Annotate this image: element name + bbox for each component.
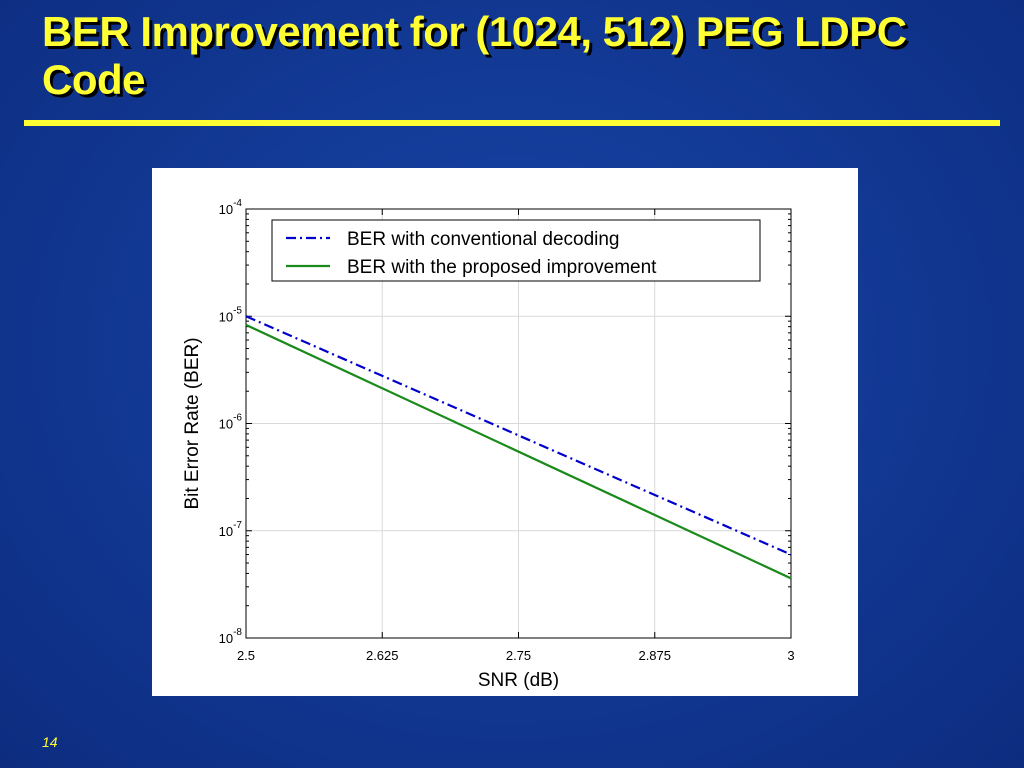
ber-chart: 2.5 2.625 2.75 2.875 3 10-4 10-5 10-6 10-7 10-8 SN… — [182, 198, 795, 691]
y-tick-label: 10-4 — [219, 198, 243, 217]
y-tick-label: 10-6 — [219, 413, 243, 432]
chart-panel: 2.5 2.625 2.75 2.875 3 10-4 10-5 10-6 10-7 10-8 SN… — [152, 168, 858, 696]
x-axis-label: SNR (dB) — [478, 670, 559, 691]
y-tick-label: 10-7 — [219, 520, 243, 539]
y-tick-label: 10-5 — [219, 305, 243, 324]
legend-label-2: BER with the proposed improvement — [347, 257, 657, 278]
x-tick-label: 3 — [787, 648, 794, 663]
y-axis-label: Bit Error Rate (BER) — [182, 337, 203, 509]
slide-number: 14 — [42, 734, 58, 750]
series-line-1 — [245, 315, 792, 556]
x-tick-label: 2.75 — [506, 648, 531, 663]
x-tick-label: 2.875 — [638, 648, 671, 663]
series-line-2 — [245, 323, 792, 580]
y-tick-label: 10-8 — [219, 627, 243, 646]
x-tick-label: 2.5 — [237, 648, 255, 663]
x-tick-label: 2.625 — [366, 648, 399, 663]
legend-box — [271, 219, 761, 282]
legend-label-1: BER with conventional decoding — [347, 229, 620, 250]
title-underline — [24, 120, 1000, 126]
slide-title: BER Improvement for (1024, 512) PEG LDPC… — [42, 8, 907, 103]
